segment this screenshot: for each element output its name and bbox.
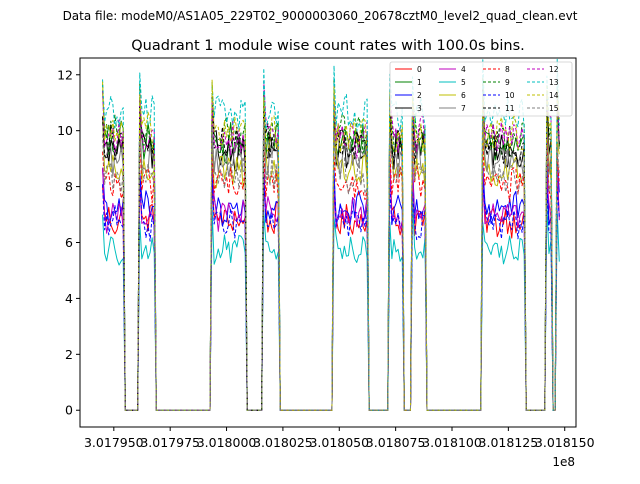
y-axis: 0 2 4 6 8 10 12 <box>57 67 80 418</box>
series-line-15 <box>102 120 560 411</box>
x-tick-label: 3.018125 <box>479 435 539 450</box>
series-line-4 <box>102 158 560 411</box>
legend-label-5: 5 <box>461 78 466 87</box>
legend-label-11: 11 <box>505 104 515 113</box>
legend-label-14: 14 <box>549 91 559 100</box>
chart-suptitle: Data file: modeM0/AS1A05_229T02_90000030… <box>63 9 578 23</box>
x-tick-label: 3.018075 <box>366 435 426 450</box>
legend-label-2: 2 <box>417 91 422 100</box>
series-line-11 <box>102 89 560 411</box>
x-tick-label: 3.018000 <box>197 435 257 450</box>
x-tick-label: 3.018100 <box>422 435 482 450</box>
legend-label-1: 1 <box>417 78 422 87</box>
series-line-9 <box>102 77 560 411</box>
y-tick-label: 0 <box>65 403 73 418</box>
legend-label-4: 4 <box>461 65 466 74</box>
legend-label-8: 8 <box>505 65 510 74</box>
legend-label-3: 3 <box>417 104 422 113</box>
chart-title: Quadrant 1 module wise count rates with … <box>131 38 525 54</box>
series-line-14 <box>102 79 560 411</box>
y-tick-label: 2 <box>65 347 73 362</box>
y-tick-label: 6 <box>65 235 73 250</box>
y-tick-label: 4 <box>65 291 73 306</box>
legend-label-13: 13 <box>549 78 559 87</box>
series-line-6 <box>102 113 560 411</box>
legend-label-0: 0 <box>417 65 422 74</box>
x-tick-label: 3.018050 <box>309 435 369 450</box>
legend-label-15: 15 <box>549 104 559 113</box>
series-line-8 <box>102 127 560 411</box>
x-tick-label: 3.017975 <box>140 435 200 450</box>
x-tick-label: 3.017950 <box>84 435 144 450</box>
series-line-2 <box>102 155 560 411</box>
legend-label-9: 9 <box>505 78 510 87</box>
x-tick-label: 3.018150 <box>535 435 595 450</box>
legend-box <box>389 61 573 117</box>
legend-label-6: 6 <box>461 91 466 100</box>
series-line-5 <box>102 200 560 411</box>
series-line-10 <box>102 169 560 411</box>
x-tick-label: 3.018025 <box>253 435 313 450</box>
y-tick-label: 10 <box>57 123 73 138</box>
legend-label-12: 12 <box>549 65 559 74</box>
series-line-12 <box>102 80 560 411</box>
y-tick-label: 8 <box>65 179 73 194</box>
legend-label-10: 10 <box>505 91 515 100</box>
y-tick-label: 12 <box>57 67 73 82</box>
x-offset-label: 1e8 <box>552 455 575 469</box>
legend-label-7: 7 <box>461 104 466 113</box>
x-axis: 3.0179503.0179753.0180003.0180253.018050… <box>84 427 595 450</box>
series-line-0 <box>102 164 560 411</box>
